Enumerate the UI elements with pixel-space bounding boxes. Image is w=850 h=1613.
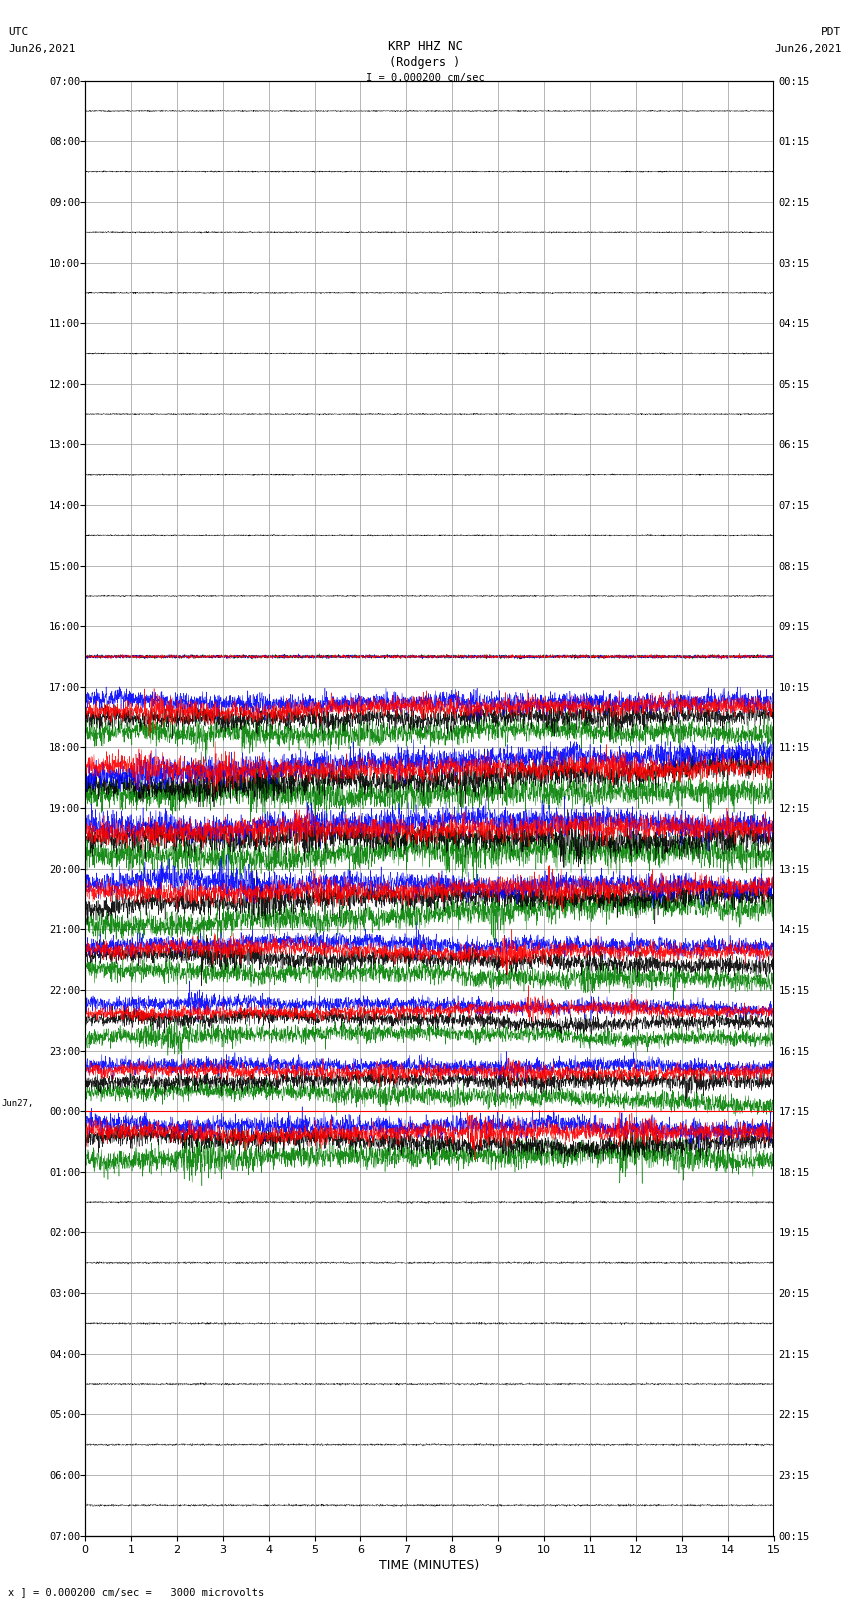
- Text: Jun26,2021: Jun26,2021: [774, 44, 842, 53]
- Text: KRP HHZ NC: KRP HHZ NC: [388, 40, 462, 53]
- Text: UTC: UTC: [8, 27, 29, 37]
- X-axis label: TIME (MINUTES): TIME (MINUTES): [379, 1560, 479, 1573]
- Text: I = 0.000200 cm/sec: I = 0.000200 cm/sec: [366, 73, 484, 82]
- Text: Jun27,: Jun27,: [2, 1098, 34, 1108]
- Text: PDT: PDT: [821, 27, 842, 37]
- Text: Jun26,2021: Jun26,2021: [8, 44, 76, 53]
- Text: x ] = 0.000200 cm/sec =   3000 microvolts: x ] = 0.000200 cm/sec = 3000 microvolts: [8, 1587, 264, 1597]
- Text: (Rodgers ): (Rodgers ): [389, 56, 461, 69]
